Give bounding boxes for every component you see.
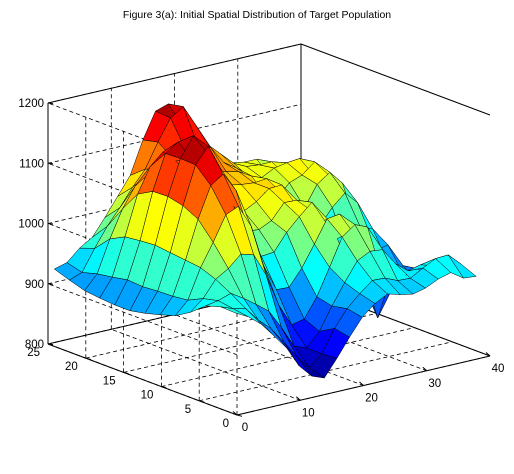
tick-mark-y [236, 414, 243, 417]
tick-mark-z [47, 102, 54, 104]
tick-mark-z [47, 223, 54, 225]
gridline-y-floor [123, 313, 377, 373]
tick-mark-y [161, 386, 167, 389]
box-edge-top-right [300, 43, 491, 116]
tick-mark-x [359, 381, 364, 386]
tick-mark-y [85, 357, 91, 360]
tick-mark-y [199, 400, 205, 403]
tick-mark-x [232, 411, 238, 416]
surface-mesh [54, 103, 477, 379]
surface-patch [448, 254, 477, 279]
z-tick-label: 900 [25, 279, 44, 291]
y-tick-label: 5 [185, 404, 191, 416]
z-tick-label: 1100 [19, 158, 44, 170]
x-tick-label: 20 [365, 393, 378, 405]
x-tick-label: 10 [302, 407, 315, 419]
gridline-z-left-wall [47, 102, 238, 175]
y-tick-label: 15 [103, 375, 116, 387]
gridline-y-floor [85, 298, 339, 359]
x-tick-label: 0 [242, 422, 248, 434]
tick-mark-z [47, 162, 54, 165]
gridline-y-floor [161, 327, 415, 387]
y-tick-label: 10 [141, 390, 154, 402]
x-tick-label: 30 [428, 378, 441, 390]
tick-mark-y [47, 343, 54, 346]
tick-mark-x [485, 352, 491, 357]
gridline-x-floor [111, 328, 301, 401]
x-tick-label: 40 [492, 363, 505, 375]
tick-mark-z [47, 283, 54, 285]
y-tick-label: 25 [27, 347, 40, 359]
z-tick-label: 1200 [18, 98, 44, 110]
chart-title: Figure 3(a): Initial Spatial Distributio… [122, 9, 392, 21]
tick-mark-x [295, 396, 301, 401]
tick-mark-x [422, 366, 428, 372]
y-tick-label: 0 [223, 418, 229, 430]
z-tick-label: 1000 [18, 219, 44, 231]
axis-tick-labels: 800 900 1000 1100 1200 0 5 10 15 20 25 0 10 20 30 40 [18, 98, 504, 434]
gridline-x-floor [47, 343, 238, 416]
gridline-z-left-wall [47, 283, 238, 356]
tick-mark-y [123, 371, 129, 375]
gridline-x-floor [174, 314, 364, 386]
y-tick-label: 20 [65, 361, 78, 373]
z-tick-label: 800 [25, 339, 44, 351]
